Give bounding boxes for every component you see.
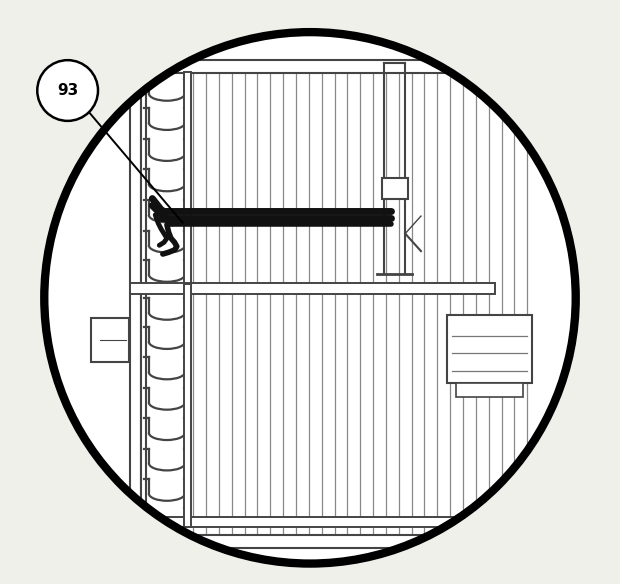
Bar [130, 517, 495, 527]
Bar [132, 60, 535, 73]
Bar [382, 178, 407, 199]
Bar [447, 315, 532, 383]
Bar [456, 383, 523, 397]
Bar [130, 60, 141, 548]
Bar [141, 60, 146, 548]
Circle shape [37, 60, 98, 121]
Text: 93: 93 [57, 83, 78, 98]
Circle shape [44, 32, 576, 564]
Bar [132, 535, 535, 548]
Bar [184, 284, 192, 527]
Bar [184, 72, 192, 283]
Bar [91, 318, 129, 362]
Bar [130, 283, 495, 294]
